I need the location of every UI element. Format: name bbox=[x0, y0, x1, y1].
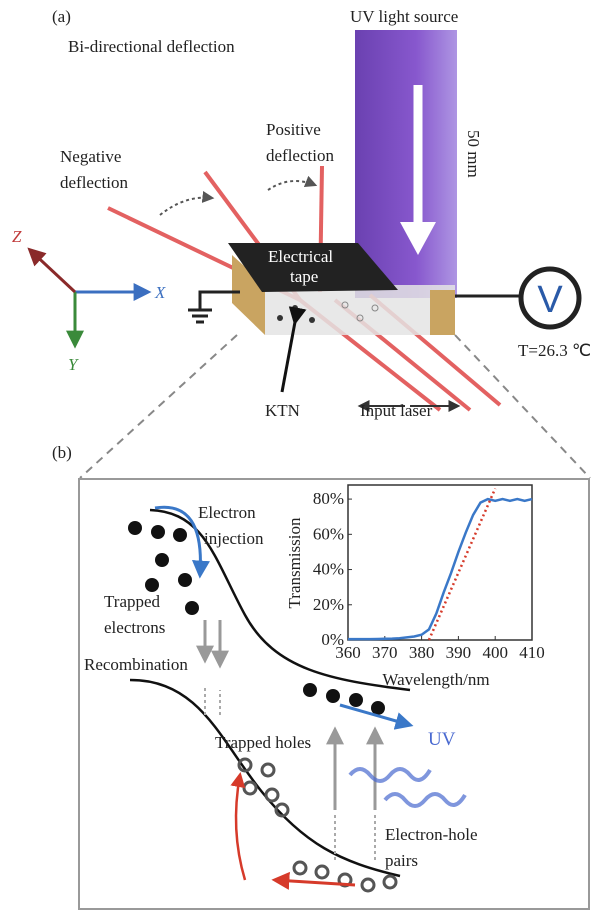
x-tick-label: 410 bbox=[519, 643, 545, 662]
annotation: Electron-hole bbox=[385, 825, 478, 844]
x-tick-label: 390 bbox=[446, 643, 472, 662]
annotation: Trapped holes bbox=[215, 733, 311, 752]
annotation: Electron bbox=[198, 503, 256, 522]
voltmeter-label: V bbox=[537, 279, 563, 321]
z-axis bbox=[27, 247, 77, 294]
axis-label: X bbox=[154, 283, 166, 302]
hole-arrow bbox=[230, 772, 247, 881]
laser-label: Input laser bbox=[360, 401, 433, 420]
y-tick-label: 20% bbox=[313, 595, 344, 614]
x-tick-label: 360 bbox=[335, 643, 361, 662]
uv-arrowhead bbox=[400, 222, 436, 255]
drift-arrow bbox=[271, 871, 356, 890]
x-tick-label: 380 bbox=[409, 643, 435, 662]
panel-label: (a) bbox=[52, 7, 71, 26]
block-holes bbox=[341, 301, 379, 322]
annotation: Positive bbox=[266, 120, 321, 139]
annotation: deflection bbox=[60, 173, 128, 192]
length-label: 50 mm bbox=[464, 130, 483, 178]
tape-label: tape bbox=[290, 267, 318, 286]
pointer bbox=[280, 306, 307, 393]
uv-waves bbox=[348, 767, 467, 808]
injection-arrow bbox=[154, 505, 210, 579]
voltmeter bbox=[518, 266, 582, 330]
annotation: Negative bbox=[60, 147, 121, 166]
drift-arrow bbox=[339, 703, 414, 730]
x-axis-title: Wavelength/nm bbox=[382, 670, 489, 689]
tape-label: Electrical bbox=[268, 247, 333, 266]
temperature: T=26.3 ℃ bbox=[518, 341, 591, 360]
crystal-label: KTN bbox=[265, 401, 300, 420]
annotation: electrons bbox=[104, 618, 165, 637]
y-tick-label: 80% bbox=[313, 489, 344, 508]
dashed-arrow bbox=[267, 175, 318, 191]
uv-beam bbox=[355, 30, 457, 298]
annotation: deflection bbox=[266, 146, 334, 165]
zoom-line bbox=[79, 334, 238, 479]
zoom-line bbox=[454, 334, 591, 479]
y-tick-label: 60% bbox=[313, 524, 344, 543]
panel-label: (b) bbox=[52, 443, 72, 462]
annotation: UV bbox=[428, 729, 456, 750]
inset-frame bbox=[347, 484, 533, 641]
valence-band bbox=[129, 678, 401, 878]
y-tick-label: 40% bbox=[313, 560, 344, 579]
electrical-tape bbox=[228, 243, 398, 292]
x-tick-label: 370 bbox=[372, 643, 398, 662]
annotation: Trapped bbox=[104, 592, 161, 611]
annotation: pairs bbox=[385, 851, 418, 870]
inset-chart: Wavelength/nm Transmission 360 370 380 390 4… bbox=[285, 484, 545, 689]
electrode bbox=[430, 290, 455, 335]
x-tick-label: 400 bbox=[482, 643, 508, 662]
y-axis-title: Transmission bbox=[285, 517, 304, 609]
axis-label: Z bbox=[12, 227, 22, 246]
axis-label: Y bbox=[68, 355, 79, 374]
y-tick-label: 0% bbox=[321, 630, 344, 649]
ground bbox=[188, 290, 240, 324]
dashed-arrow bbox=[159, 190, 215, 216]
title: Bi-directional deflection bbox=[68, 37, 235, 56]
annotation: Recombination bbox=[84, 655, 188, 674]
series-line bbox=[348, 497, 533, 641]
electrons bbox=[128, 521, 385, 715]
annotation: injection bbox=[204, 529, 264, 548]
dotted-transitions bbox=[204, 685, 376, 860]
transition-arrows bbox=[196, 620, 384, 810]
block-side bbox=[232, 255, 265, 335]
conduction-band bbox=[149, 508, 411, 692]
uv-label: UV light source bbox=[350, 7, 458, 26]
